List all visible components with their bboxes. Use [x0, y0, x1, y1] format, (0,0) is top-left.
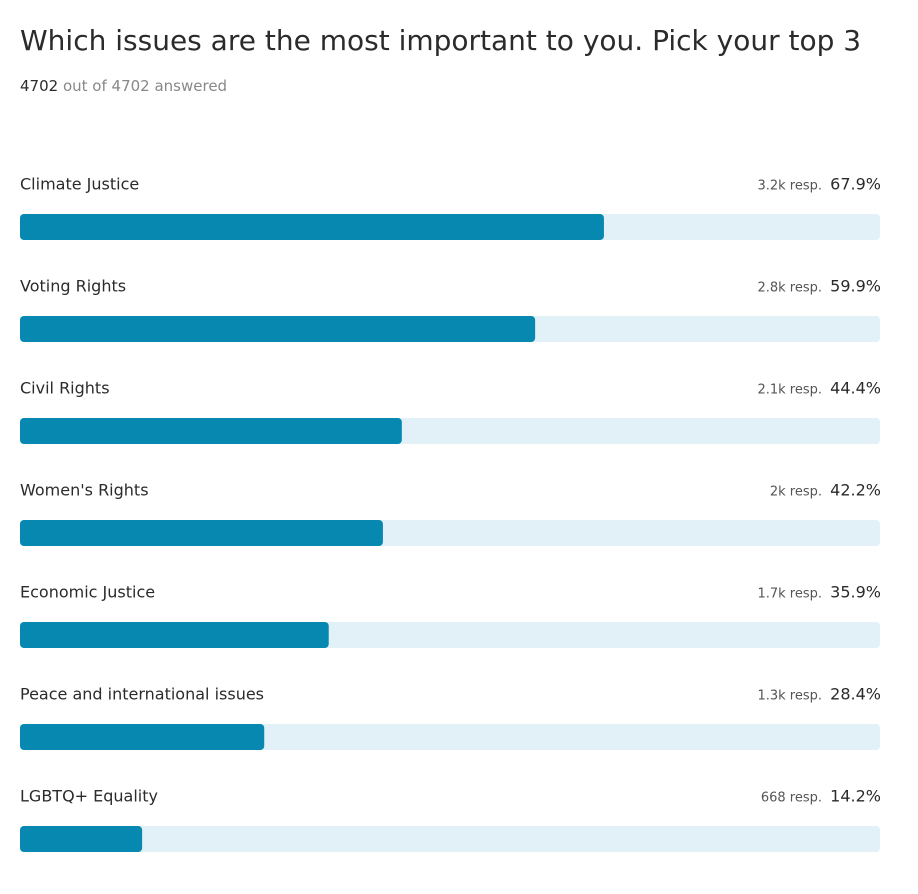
bar [20, 826, 143, 852]
bar [20, 316, 536, 342]
answered-summary: 4702 out of 4702 answered [20, 77, 227, 95]
percent-label: 28.4% [830, 685, 881, 704]
option-label: Economic Justice [20, 583, 155, 602]
option-label: Women's Rights [20, 481, 149, 500]
response-count: 3.2k resp. [757, 179, 822, 194]
response-count: 2.1k resp. [757, 383, 822, 398]
option-label: Climate Justice [20, 175, 139, 194]
response-count: 2k resp. [770, 485, 822, 500]
answered-text: out of 4702 answered [63, 77, 227, 95]
bar [20, 214, 604, 240]
response-count: 668 resp. [761, 791, 822, 806]
bar [20, 622, 329, 648]
response-count: 1.3k resp. [757, 689, 822, 704]
percent-label: 59.9% [830, 277, 881, 296]
option-label: Civil Rights [20, 379, 110, 398]
bar [20, 520, 383, 546]
question-title: Which issues are the most important to y… [20, 24, 861, 57]
bar-track [20, 826, 880, 852]
percent-label: 42.2% [830, 481, 881, 500]
answered-count: 4702 [20, 77, 58, 95]
bar [20, 724, 265, 750]
option-label: Peace and international issues [20, 685, 264, 704]
percent-label: 35.9% [830, 583, 881, 602]
response-count: 2.8k resp. [757, 281, 822, 296]
option-label: Voting Rights [20, 277, 126, 296]
percent-label: 44.4% [830, 379, 881, 398]
percent-label: 67.9% [830, 175, 881, 194]
option-label: LGBTQ+ Equality [20, 787, 158, 806]
bar [20, 418, 402, 444]
percent-label: 14.2% [830, 787, 881, 806]
response-count: 1.7k resp. [757, 587, 822, 602]
